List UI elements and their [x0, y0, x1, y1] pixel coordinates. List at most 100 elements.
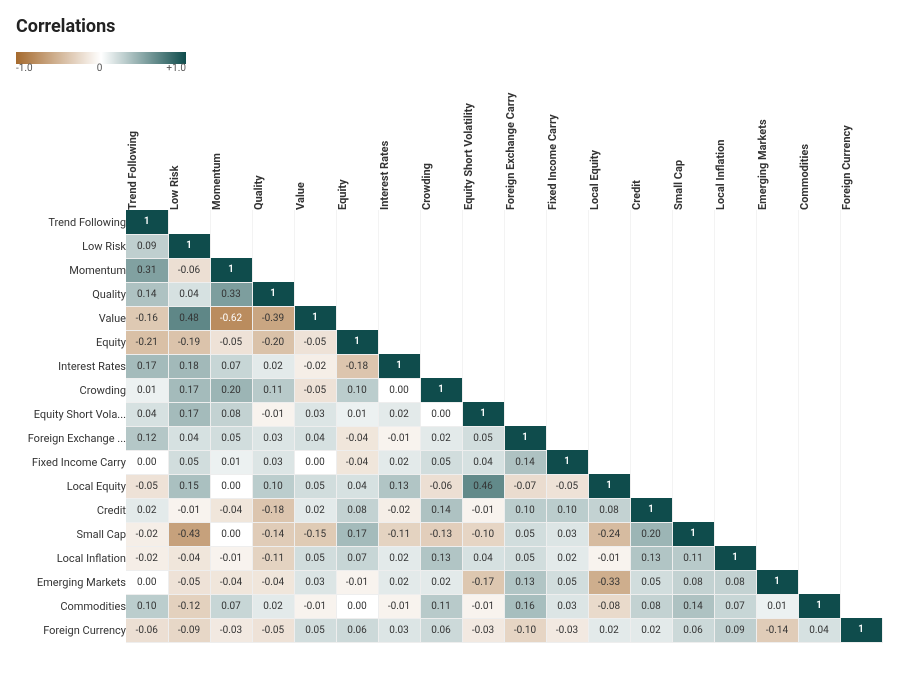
matrix-cell: 0.05	[420, 450, 462, 474]
matrix-cell	[756, 210, 798, 234]
matrix-cell	[588, 258, 630, 282]
matrix-cell: 0.05	[546, 570, 588, 594]
matrix-cell: 0.06	[672, 618, 714, 642]
matrix-cell: 1	[630, 498, 672, 522]
matrix-cell: 0.07	[210, 354, 252, 378]
matrix-cell	[420, 354, 462, 378]
matrix-cell	[798, 378, 840, 402]
col-header: Equity	[336, 92, 378, 210]
matrix-cell: -0.01	[462, 498, 504, 522]
col-header-label: Quality	[252, 92, 265, 210]
matrix-cell	[588, 210, 630, 234]
matrix-cell: 0.02	[252, 354, 294, 378]
matrix-cell: 0.03	[546, 522, 588, 546]
matrix-cell: 0.00	[378, 378, 420, 402]
matrix-cell	[462, 306, 504, 330]
matrix-cell: 0.17	[126, 354, 168, 378]
matrix-cell: -0.09	[168, 618, 210, 642]
matrix-cell: 0.02	[294, 498, 336, 522]
matrix-cell	[798, 522, 840, 546]
legend-min: -1.0	[16, 63, 33, 74]
matrix-cell: 1	[714, 546, 756, 570]
matrix-cell	[462, 282, 504, 306]
matrix-cell	[714, 330, 756, 354]
matrix-cell	[462, 354, 504, 378]
matrix-cell: 0.04	[462, 546, 504, 570]
matrix-cell	[672, 378, 714, 402]
matrix-cell	[630, 210, 672, 234]
matrix-cell	[210, 210, 252, 234]
matrix-row: Low Risk0.091	[16, 234, 882, 258]
col-header-label: Value	[294, 92, 307, 210]
matrix-cell: -0.01	[210, 546, 252, 570]
matrix-cell	[840, 546, 882, 570]
matrix-cell	[546, 234, 588, 258]
matrix-cell: 0.08	[714, 570, 756, 594]
matrix-cell	[462, 258, 504, 282]
matrix-cell: 0.10	[126, 594, 168, 618]
col-header-label: Low Risk	[168, 92, 181, 210]
matrix-cell	[378, 210, 420, 234]
legend-labels: -1.0 0 +1.0	[16, 63, 186, 74]
matrix-cell: 0.12	[126, 426, 168, 450]
matrix-cell: 0.04	[336, 474, 378, 498]
matrix-cell	[714, 498, 756, 522]
matrix-row: Local Equity-0.050.150.000.100.050.040.1…	[16, 474, 882, 498]
col-header-label: Emerging Markets	[756, 92, 769, 210]
row-label: Trend Following	[16, 210, 126, 234]
matrix-row: Foreign Currency-0.06-0.09-0.03-0.050.05…	[16, 618, 882, 642]
matrix-cell	[294, 258, 336, 282]
matrix-cell: -0.03	[546, 618, 588, 642]
col-header-label: Local Equity	[588, 92, 601, 210]
matrix-cell	[756, 450, 798, 474]
matrix-cell: 1	[336, 330, 378, 354]
matrix-cell	[672, 234, 714, 258]
matrix-row: Value-0.160.48-0.62-0.391	[16, 306, 882, 330]
matrix-cell	[756, 474, 798, 498]
matrix-cell	[756, 306, 798, 330]
matrix-cell	[546, 426, 588, 450]
matrix-cell: 0.00	[294, 450, 336, 474]
matrix-cell	[840, 330, 882, 354]
matrix-cell	[840, 450, 882, 474]
matrix-cell: 0.08	[336, 498, 378, 522]
matrix-cell	[798, 474, 840, 498]
matrix-cell: 1	[420, 378, 462, 402]
matrix-cell	[546, 210, 588, 234]
matrix-cell: 0.16	[504, 594, 546, 618]
matrix-cell	[756, 426, 798, 450]
matrix-row: Equity Short Vola...0.040.170.08-0.010.0…	[16, 402, 882, 426]
matrix-cell: -0.06	[420, 474, 462, 498]
matrix-cell: 0.00	[420, 402, 462, 426]
matrix-cell	[378, 234, 420, 258]
row-label: Low Risk	[16, 234, 126, 258]
matrix-cell: 0.31	[126, 258, 168, 282]
matrix-cell: 0.17	[168, 378, 210, 402]
matrix-cell: 1	[378, 354, 420, 378]
matrix-cell: -0.02	[126, 522, 168, 546]
matrix-cell	[840, 498, 882, 522]
matrix-cell	[588, 234, 630, 258]
matrix-cell: 0.02	[378, 402, 420, 426]
matrix-cell	[252, 234, 294, 258]
matrix-cell	[420, 282, 462, 306]
matrix-cell	[630, 402, 672, 426]
matrix-cell	[462, 234, 504, 258]
matrix-cell	[840, 210, 882, 234]
matrix-cell	[840, 354, 882, 378]
col-header: Crowding	[420, 92, 462, 210]
matrix-cell	[462, 210, 504, 234]
matrix-cell: 1	[672, 522, 714, 546]
col-header-label: Fixed Income Carry	[546, 92, 559, 210]
matrix-cell	[756, 522, 798, 546]
matrix-row: Quality0.140.040.331	[16, 282, 882, 306]
matrix-cell: -0.02	[378, 498, 420, 522]
color-legend: -1.0 0 +1.0	[16, 49, 886, 74]
matrix-cell: 0.02	[378, 570, 420, 594]
corner-cell	[16, 92, 126, 210]
col-header-label: Foreign Exchange Carry	[504, 92, 517, 210]
matrix-cell	[840, 306, 882, 330]
matrix-cell: 0.04	[294, 426, 336, 450]
matrix-cell: 0.03	[378, 618, 420, 642]
matrix-cell: 1	[462, 402, 504, 426]
